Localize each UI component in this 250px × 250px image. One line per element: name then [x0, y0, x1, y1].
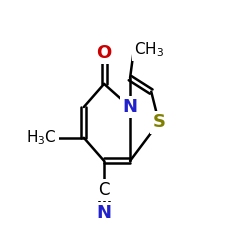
- Text: H$_3$C: H$_3$C: [26, 128, 57, 147]
- Text: N: N: [122, 98, 138, 116]
- Text: O: O: [96, 44, 112, 62]
- Text: C: C: [98, 181, 110, 199]
- Text: S: S: [152, 114, 166, 132]
- Text: CH$_3$: CH$_3$: [134, 40, 164, 58]
- Text: N: N: [96, 204, 112, 222]
